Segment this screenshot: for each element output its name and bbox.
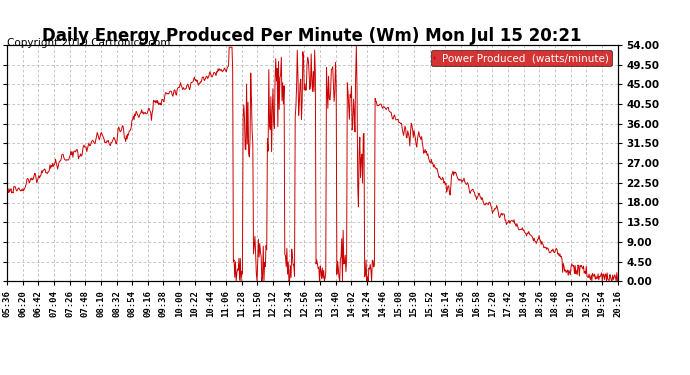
Title: Daily Energy Produced Per Minute (Wm) Mon Jul 15 20:21: Daily Energy Produced Per Minute (Wm) Mo… [43, 27, 582, 45]
Text: Copyright 2019 Cartronics.com: Copyright 2019 Cartronics.com [7, 38, 170, 48]
Legend: Power Produced  (watts/minute): Power Produced (watts/minute) [431, 50, 612, 66]
